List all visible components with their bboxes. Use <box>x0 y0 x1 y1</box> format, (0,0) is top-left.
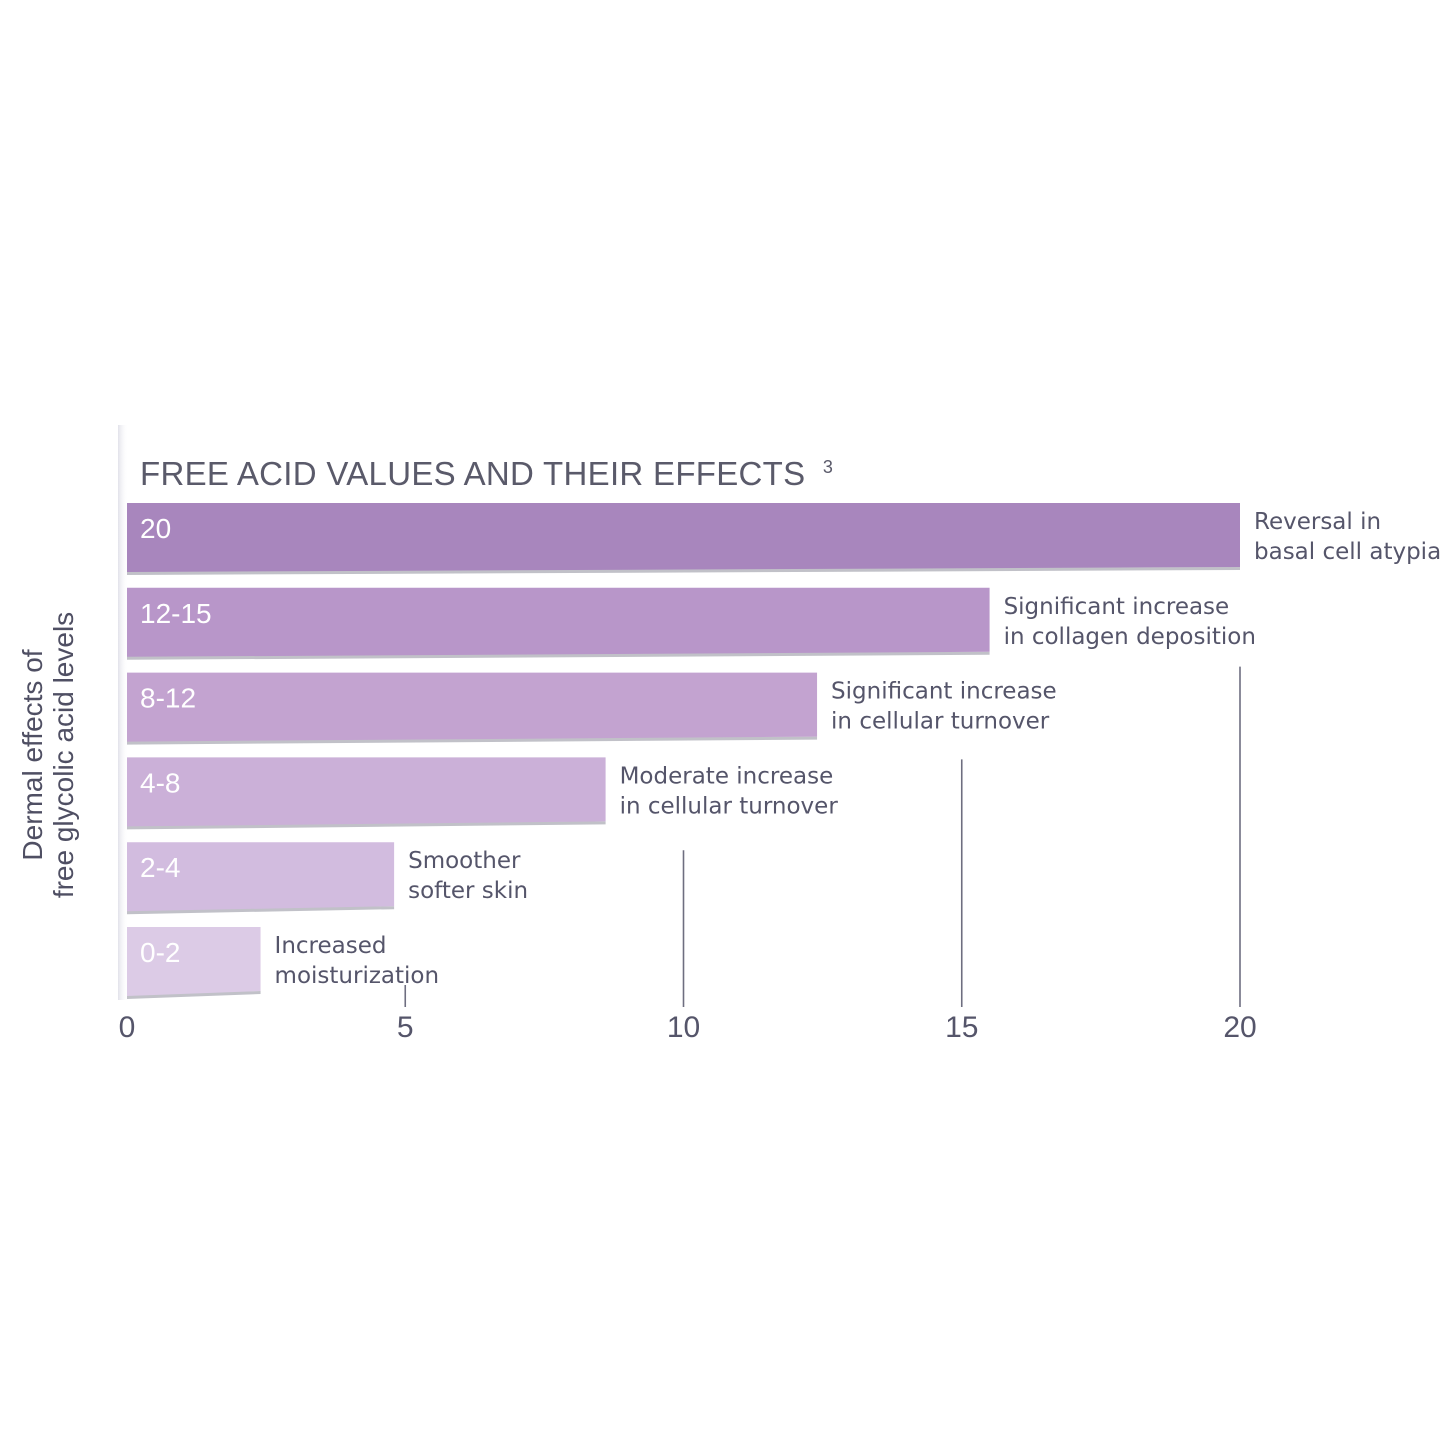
bar-8-12 <box>127 672 818 742</box>
bar-0-2 <box>127 927 261 996</box>
bar-annotation: Significant increase in cellular turnover <box>831 679 1057 735</box>
bar-12-15 <box>127 587 990 657</box>
bar-value-label: 2-4 <box>140 852 180 883</box>
bar-annotation-line: basal cell atypia <box>1254 539 1441 565</box>
bars: 20 Reversal in basal cell atypia 12-15 Signi… <box>127 503 1441 999</box>
bar-annotation-line: Smoother <box>408 848 521 874</box>
x-tick-label: 20 <box>1223 1011 1256 1044</box>
bar-annotation: Reversal in basal cell atypia <box>1254 509 1441 565</box>
bar-value-label: 4-8 <box>140 767 180 798</box>
tick-lines <box>404 666 1241 1007</box>
bar-20 <box>127 503 1240 572</box>
bar-annotation-line: Significant increase <box>831 679 1057 705</box>
bar-annotation-line: in collagen deposition <box>1004 624 1256 650</box>
bar-annotation: Moderate increase in cellular turnover <box>620 763 839 819</box>
bar-2-4 <box>127 842 395 912</box>
x-axis-ticks: 0 5 10 15 20 <box>119 1011 1257 1044</box>
bar-4-8 <box>127 757 606 827</box>
y-axis-label-line-2: free glycolic acid levels <box>48 612 79 898</box>
bar-annotation-line: in cellular turnover <box>620 793 839 819</box>
bar-annotation-line: Significant increase <box>1004 594 1230 620</box>
chart-title-text: FREE ACID VALUES AND THEIR EFFECTS <box>140 455 805 492</box>
x-tick-label: 10 <box>667 1011 700 1044</box>
bar-annotation-line: Reversal in <box>1254 509 1381 535</box>
chart-title-superscript: 3 <box>823 457 833 477</box>
y-axis-label: Dermal effects of free glycolic acid lev… <box>17 612 79 898</box>
panel-left-edge <box>118 425 128 1000</box>
y-axis-label-line-1: Dermal effects of <box>17 649 48 860</box>
bar-value-label: 0-2 <box>140 937 180 968</box>
bar-value-label: 20 <box>140 513 171 544</box>
bar-annotation: Increased moisturization <box>275 933 440 989</box>
bar-annotation: Smoother softer skin <box>408 848 528 904</box>
bar-annotation-line: Moderate increase <box>620 763 834 789</box>
x-tick-label: 15 <box>945 1011 978 1044</box>
bar-annotation-line: Increased <box>275 933 387 959</box>
bar-annotation: Significant increase in collagen depositi… <box>1004 594 1256 650</box>
x-tick-label: 0 <box>119 1011 136 1044</box>
x-tick-label: 5 <box>397 1011 414 1044</box>
bar-value-label: 8-12 <box>140 683 196 714</box>
bar-annotation-line: moisturization <box>275 963 440 989</box>
bar-annotation-line: in cellular turnover <box>831 709 1050 735</box>
chart-title: FREE ACID VALUES AND THEIR EFFECTS 3 <box>140 455 833 492</box>
bar-annotation-line: softer skin <box>408 878 528 904</box>
bar-value-label: 12-15 <box>140 598 212 629</box>
